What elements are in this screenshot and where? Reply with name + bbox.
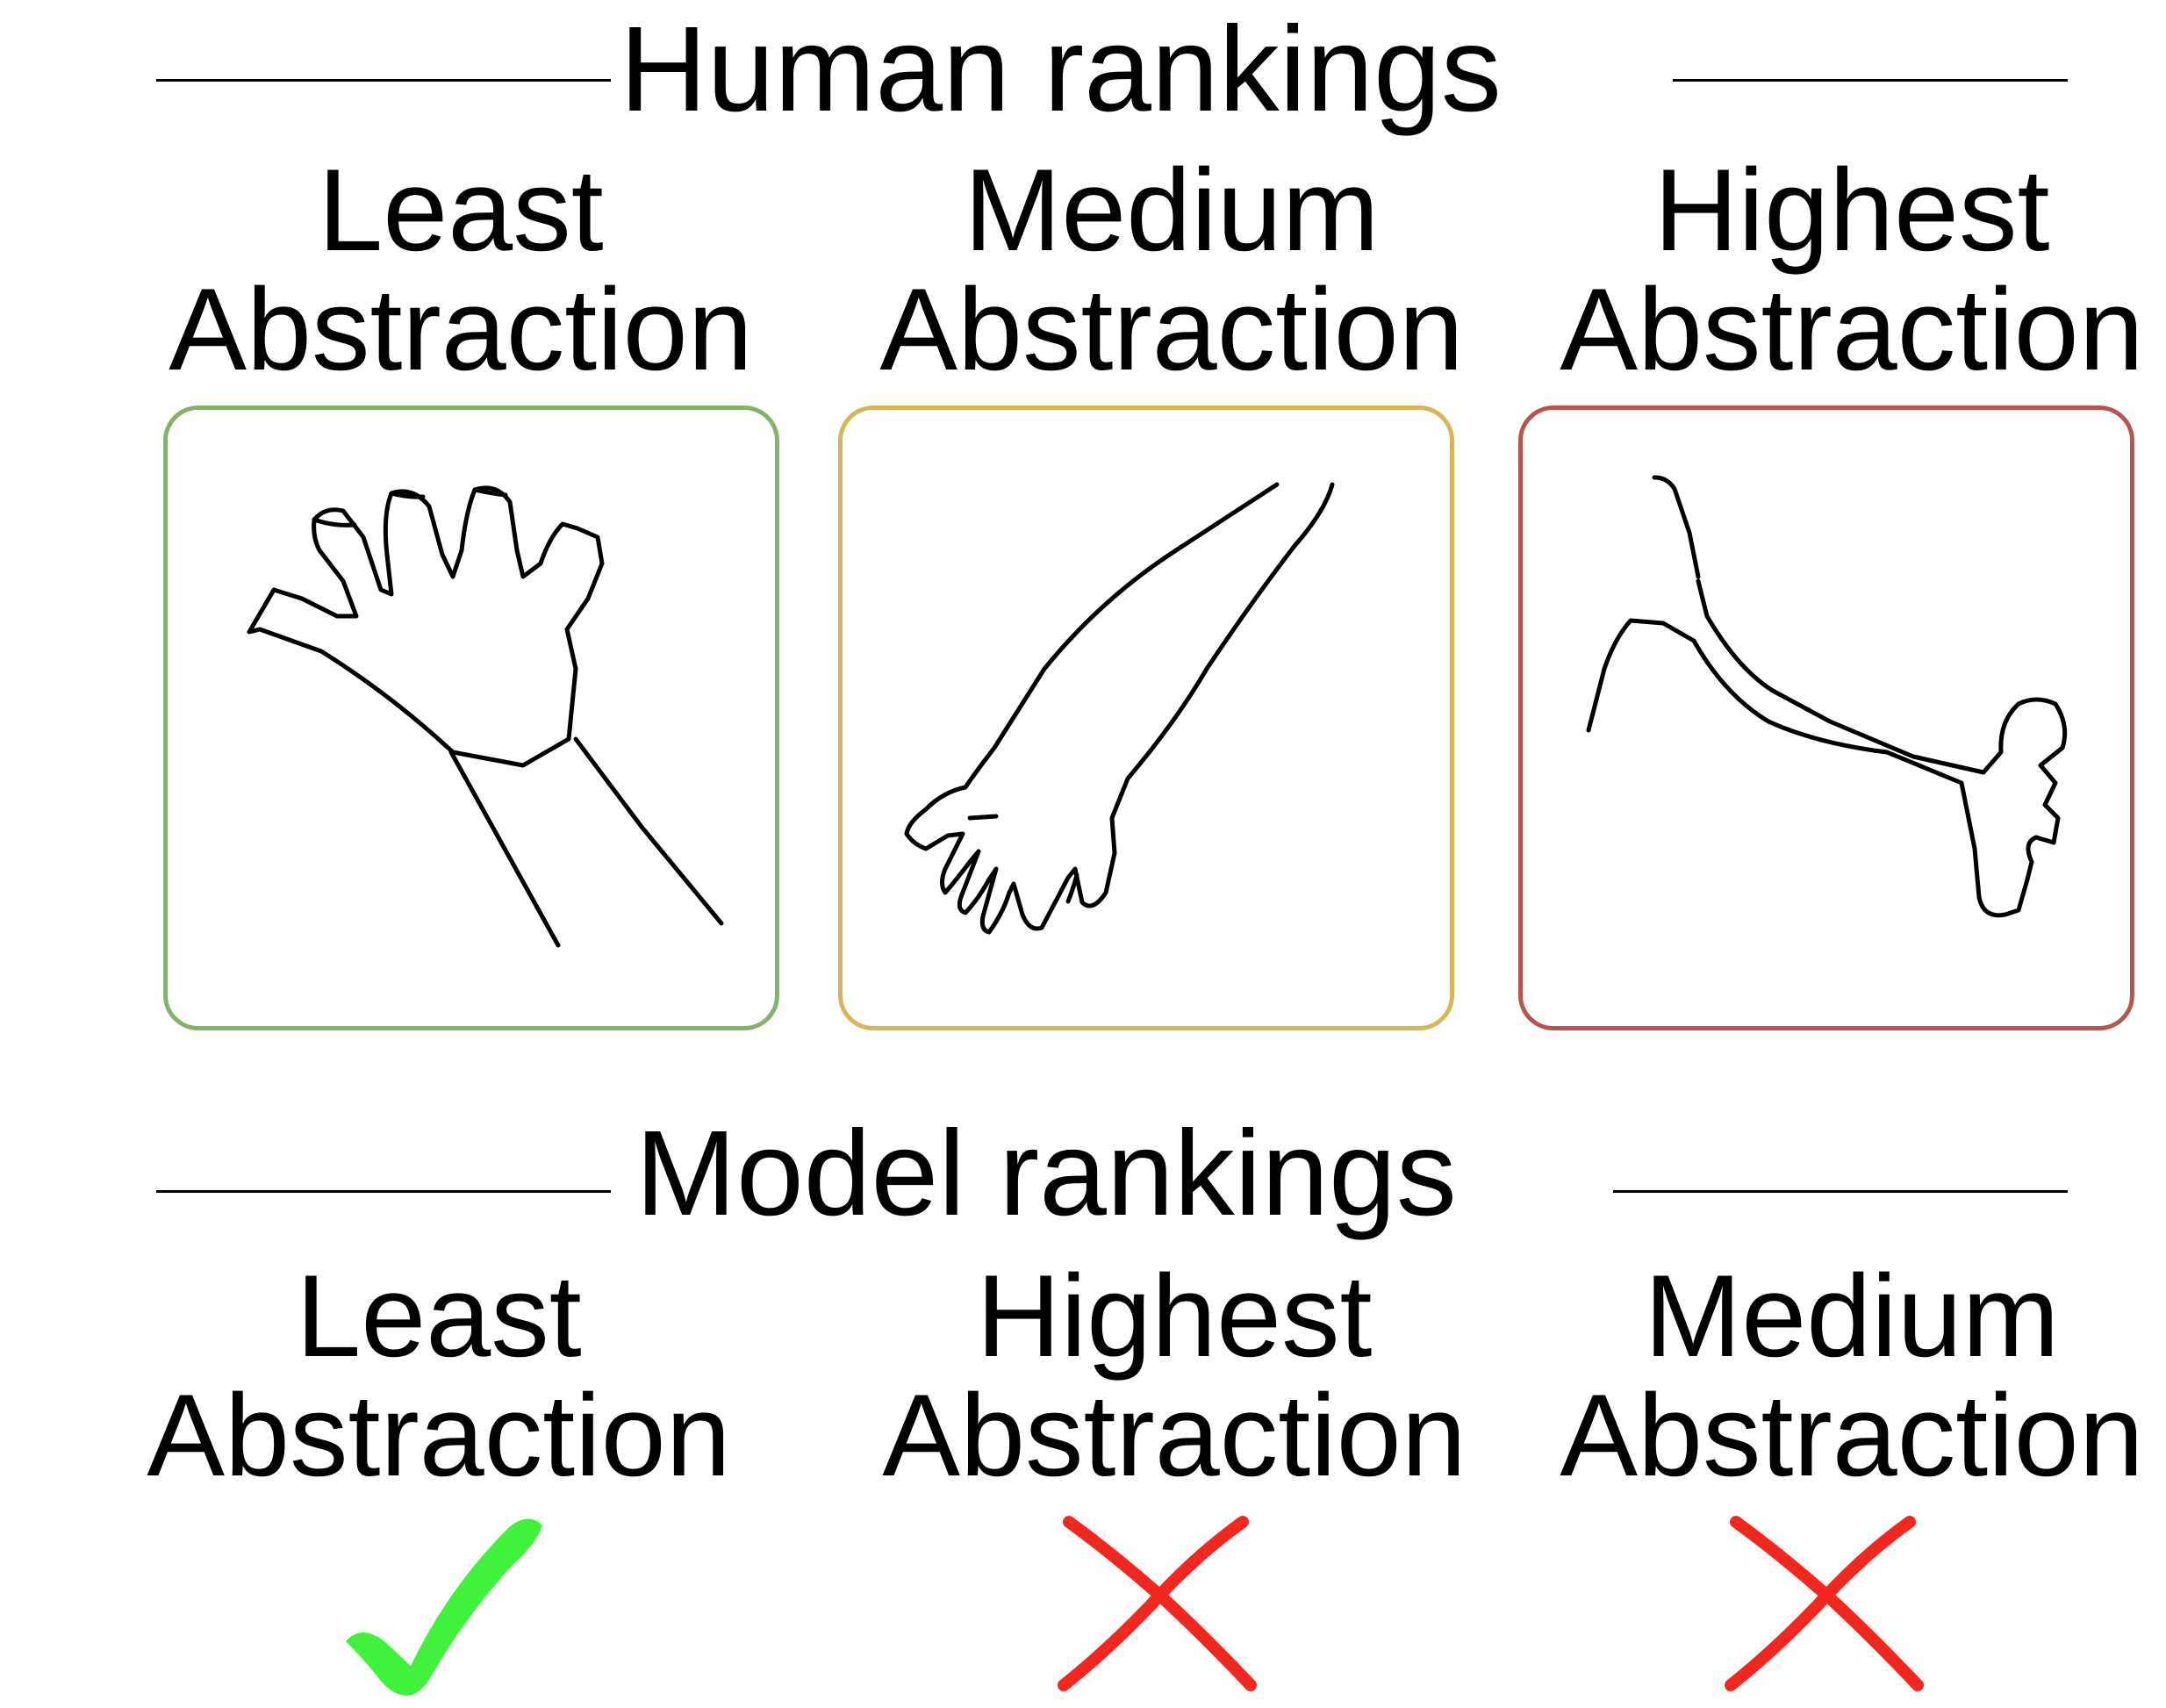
model-label-2-line2: Abstraction — [882, 1371, 1467, 1501]
human-label-1-line2: Abstraction — [169, 265, 753, 395]
check-mark-shape — [346, 1518, 542, 1696]
human-rankings-title: Human rankings — [620, 2, 1502, 137]
model-label-3-line1: Medium — [1644, 1252, 2060, 1381]
sketch-panel-highest — [1518, 405, 2134, 1030]
cross-icon-medium — [1725, 1516, 1924, 1691]
sketch-panel-least — [163, 405, 779, 1030]
model-label-2-line1: Highest — [976, 1252, 1373, 1381]
human-label-3-line2: Abstraction — [1560, 265, 2144, 395]
cross-stroke-2 — [1725, 1516, 1916, 1691]
arm-sketch-highest — [1586, 475, 2068, 918]
human-label-2-line2: Abstraction — [879, 265, 1464, 395]
model-rankings-title: Model rankings — [635, 1106, 1457, 1241]
model-label-1-line2: Abstraction — [147, 1371, 731, 1501]
human-label-3-line1: Highest — [1653, 146, 2050, 276]
model-label-1-line1: Least — [296, 1252, 582, 1381]
cross-icon-highest — [1058, 1516, 1257, 1691]
human-title-rule-left — [156, 79, 611, 82]
sketch-panel-medium — [838, 405, 1454, 1030]
model-label-1: Least Abstraction — [105, 1257, 772, 1496]
model-title-rule-right — [1613, 1190, 2068, 1193]
human-title-rule-right — [1673, 79, 2068, 82]
hand-sketch-least — [247, 485, 724, 948]
human-label-1-line1: Least — [318, 146, 604, 276]
model-title-rule-left — [156, 1190, 611, 1193]
arm-sketch-medium — [904, 482, 1335, 935]
human-label-2-line1: Medium — [964, 146, 1380, 276]
human-label-2: Medium Abstraction — [838, 151, 1505, 390]
model-label-3: Medium Abstraction — [1518, 1257, 2166, 1496]
cross-stroke-2 — [1058, 1516, 1249, 1691]
model-label-2: Highest Abstraction — [841, 1257, 1508, 1496]
human-label-3: Highest Abstraction — [1518, 151, 2166, 390]
model-label-3-line2: Abstraction — [1560, 1371, 2144, 1501]
check-icon — [346, 1518, 542, 1696]
human-label-1: Least Abstraction — [127, 151, 794, 390]
